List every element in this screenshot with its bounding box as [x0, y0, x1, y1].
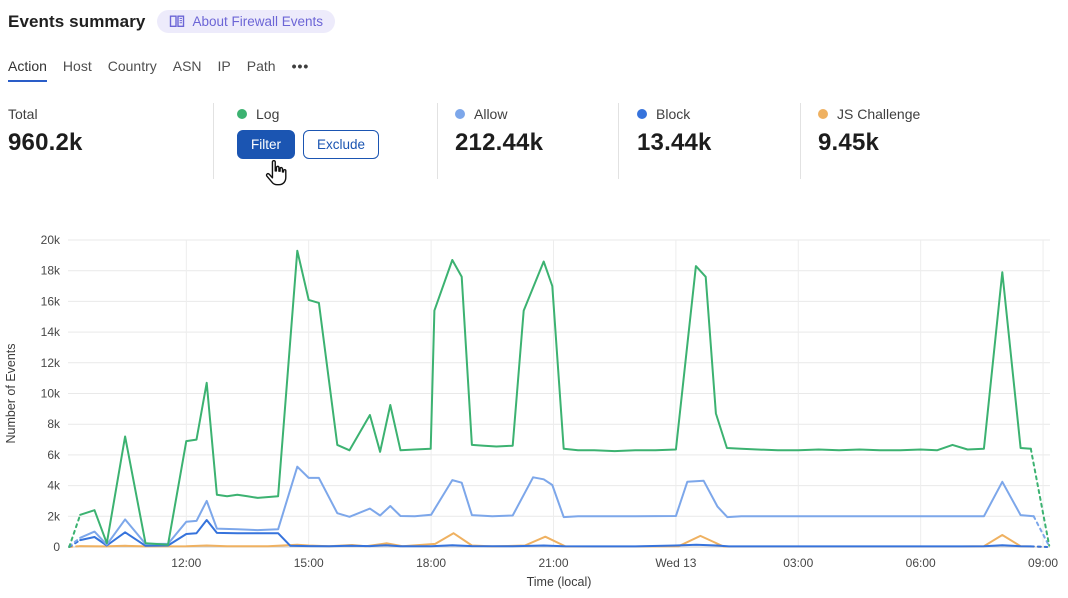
series-color-dot: [818, 109, 828, 119]
y-tick-label: 2k: [47, 509, 61, 523]
stats-divider: [437, 103, 438, 179]
tab-country[interactable]: Country: [107, 58, 157, 74]
stat-card-label: Allow: [474, 106, 508, 122]
series-line-js-challenge: [79, 532, 1032, 548]
x-tick-label: 21:00: [538, 556, 568, 570]
y-tick-label: 20k: [41, 233, 61, 247]
y-tick-label: 0: [53, 540, 60, 554]
x-tick-label: 06:00: [906, 556, 936, 570]
y-tick-label: 6k: [47, 448, 61, 462]
stats-divider: [800, 103, 801, 179]
x-tick-label: 18:00: [416, 556, 446, 570]
series-line-block: [79, 519, 1032, 548]
series-color-dot: [237, 109, 247, 119]
stats-row: Total 960.2k Log Filter Exclude Allow 212.44…: [0, 0, 1068, 190]
series-line-block-tail-dashed: [1029, 545, 1049, 548]
y-tick-label: 12k: [41, 356, 61, 370]
stat-total-label: Total: [8, 106, 38, 122]
events-time-series-chart[interactable]: 0 2k 4k 6k 8k 10k 12k 14k 16k 18k 20k 12:00 15:00 18:…: [0, 223, 1068, 598]
stat-total-value: 960.2k: [8, 129, 83, 156]
tab-asn[interactable]: ASN: [172, 58, 202, 74]
x-tick-label: 12:00: [171, 556, 201, 570]
series-line-allow-tail-dashed: [1032, 515, 1051, 548]
stat-card-block[interactable]: Block 13.44k: [637, 106, 712, 157]
y-tick-label: 14k: [41, 325, 61, 339]
tab-action[interactable]: Action: [8, 58, 47, 82]
stat-total: Total 960.2k: [8, 106, 83, 157]
stat-card-log[interactable]: Log Filter Exclude: [237, 106, 380, 159]
x-tick-label: 09:00: [1028, 556, 1058, 570]
y-tick-label: 8k: [47, 417, 61, 431]
stats-divider: [618, 103, 619, 179]
tab-ip[interactable]: IP: [217, 58, 231, 74]
x-tick-label: Wed 13: [655, 556, 696, 570]
stat-card-js-challenge[interactable]: JS Challenge 9.45k: [818, 106, 920, 157]
stat-card-value: 13.44k: [637, 129, 712, 156]
tabs-more-button[interactable]: •••: [291, 58, 310, 74]
y-tick-label: 18k: [41, 264, 61, 278]
about-badge-label: About Firewall Events: [192, 14, 324, 29]
y-tick-label: 4k: [47, 479, 61, 493]
series-line-allow: [79, 465, 1035, 546]
stat-card-label: JS Challenge: [837, 106, 921, 122]
x-tick-label: 03:00: [783, 556, 813, 570]
series-color-dot: [637, 109, 647, 119]
tab-bar: Action Host Country ASN IP Path •••: [8, 58, 309, 82]
stat-card-allow[interactable]: Allow 212.44k: [455, 106, 543, 157]
book-icon: [169, 15, 185, 28]
page-title: Events summary: [8, 11, 146, 31]
filter-button[interactable]: Filter: [237, 130, 295, 159]
series-line-log: [79, 249, 1032, 546]
stats-divider: [213, 103, 214, 179]
y-tick-label: 10k: [41, 387, 61, 401]
x-tick-label: 15:00: [294, 556, 324, 570]
about-firewall-events-badge[interactable]: About Firewall Events: [157, 10, 336, 33]
y-tick-label: 16k: [41, 294, 61, 308]
x-axis-title: Time (local): [527, 575, 592, 589]
header: Events summary About Firewall Events: [8, 10, 336, 33]
y-axis-title: Number of Events: [4, 343, 18, 443]
series-line-allow-lead-dashed: [68, 536, 82, 548]
stat-card-label: Block: [656, 106, 691, 122]
series-line-log-tail-dashed: [1029, 447, 1051, 547]
series-line-log-lead-dashed: [68, 513, 82, 548]
series-color-dot: [455, 109, 465, 119]
exclude-button[interactable]: Exclude: [303, 130, 380, 159]
stat-card-label: Log: [256, 106, 280, 122]
stat-card-value: 9.45k: [818, 129, 880, 156]
tab-path[interactable]: Path: [246, 58, 276, 74]
tab-host[interactable]: Host: [62, 58, 92, 74]
stat-card-value: 212.44k: [455, 129, 544, 156]
